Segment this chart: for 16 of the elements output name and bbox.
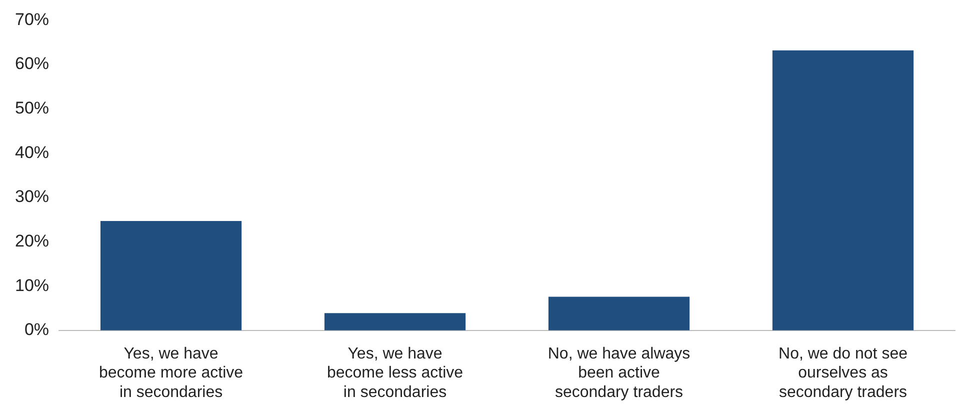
y-tick-label: 0% — [24, 320, 50, 340]
bar — [772, 50, 914, 330]
y-tick-label: 60% — [14, 54, 50, 74]
x-tick-label: Yes, we have become less active in secondaries — [326, 345, 464, 401]
bar — [548, 296, 690, 330]
y-tick-label: 40% — [14, 142, 50, 162]
y-tick-label: 70% — [14, 10, 50, 29]
bar — [100, 220, 242, 330]
x-tick-label: No, we do not see ourselves as secondary traders — [778, 345, 908, 401]
y-tick-label: 30% — [14, 187, 50, 206]
y-tick-label: 20% — [14, 231, 50, 250]
y-tick-label: 10% — [14, 276, 50, 295]
x-tick-label: No, we have always been active secondary traders — [548, 345, 690, 401]
bar — [324, 313, 466, 330]
y-tick-label: 50% — [14, 98, 50, 118]
x-tick-label: Yes, we have become more active in secondaries — [98, 345, 244, 401]
